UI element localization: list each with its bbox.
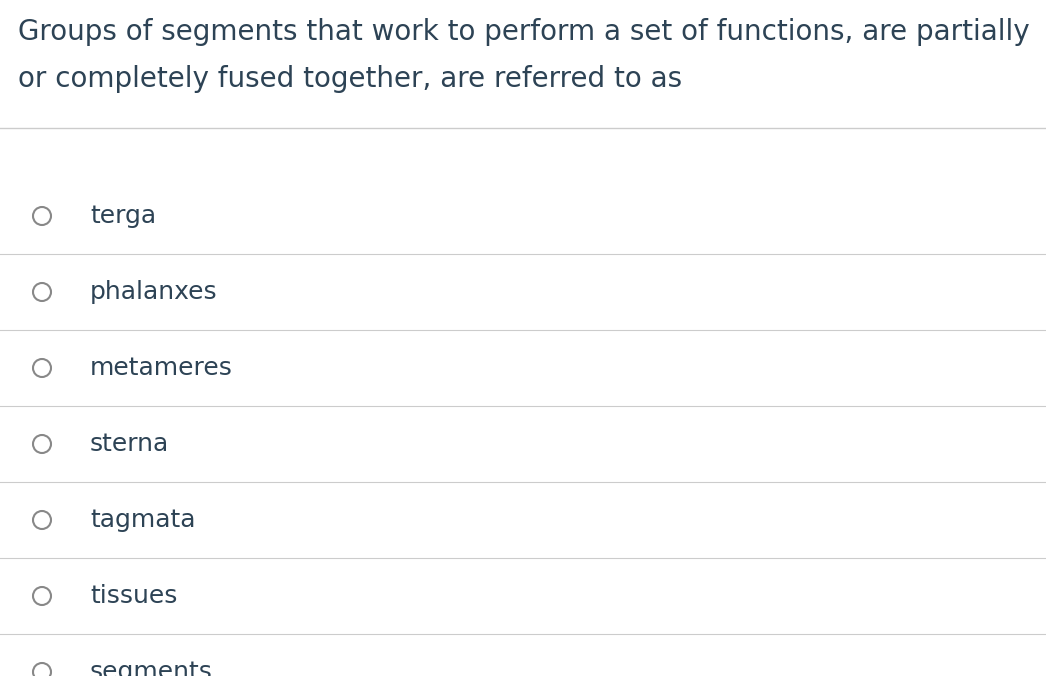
Text: tagmata: tagmata — [90, 508, 196, 532]
Text: metameres: metameres — [90, 356, 233, 380]
Text: or completely fused together, are referred to as: or completely fused together, are referr… — [18, 65, 682, 93]
Text: sterna: sterna — [90, 432, 169, 456]
Text: phalanxes: phalanxes — [90, 280, 218, 304]
Text: terga: terga — [90, 204, 156, 228]
Text: segments: segments — [90, 660, 213, 676]
Text: Groups of segments that work to perform a set of functions, are partially: Groups of segments that work to perform … — [18, 18, 1029, 46]
Text: tissues: tissues — [90, 584, 178, 608]
